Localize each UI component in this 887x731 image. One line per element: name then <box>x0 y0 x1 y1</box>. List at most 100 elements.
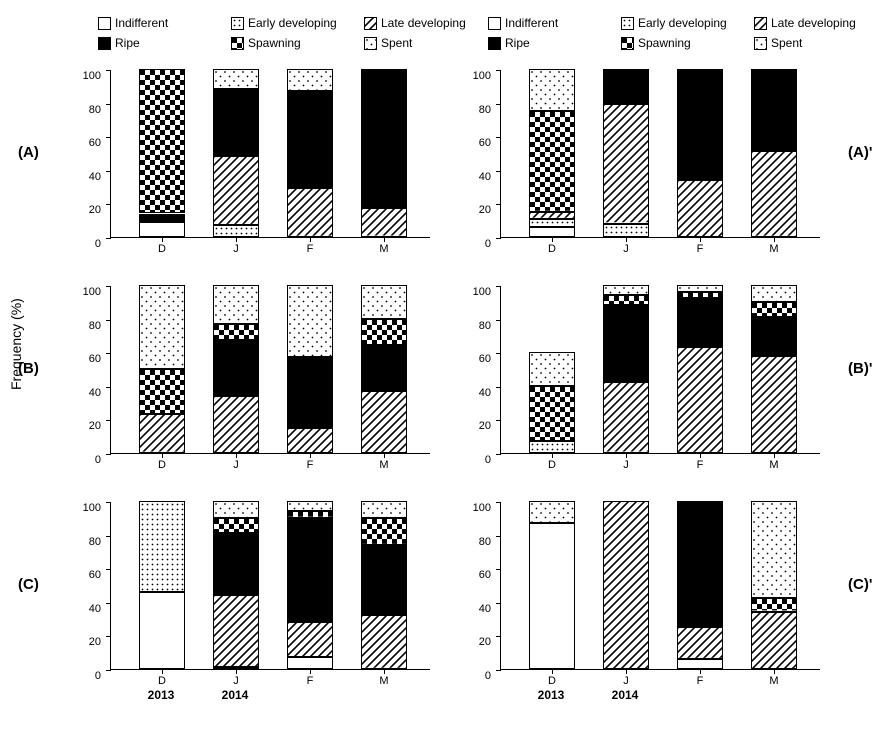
legend-item: Spawning <box>621 36 736 50</box>
bar <box>287 286 333 453</box>
segment-spent <box>529 501 575 523</box>
x-tick-label: M <box>361 459 407 471</box>
bar <box>213 70 259 237</box>
segment-late_dev <box>213 595 259 667</box>
y-tick-label: 40 <box>461 171 491 183</box>
y-tick-label: 60 <box>461 137 491 149</box>
bar <box>213 286 259 453</box>
segment-spawning <box>751 302 797 317</box>
y-tick-label: 80 <box>461 536 491 548</box>
bar <box>751 286 797 453</box>
segment-late_dev <box>139 414 185 453</box>
y-tick-mark <box>106 137 111 138</box>
segment-late_dev <box>677 627 723 659</box>
segment-spawning <box>287 511 333 518</box>
x-tick-mark <box>236 237 237 242</box>
segment-ripe <box>677 501 723 627</box>
y-tick-mark <box>496 137 501 138</box>
segment-spent <box>287 285 333 357</box>
segment-spent <box>287 501 333 511</box>
legend-swatch <box>364 17 377 30</box>
x-tick-label: F <box>677 459 723 471</box>
y-tick-label: 100 <box>71 70 101 82</box>
y-tick-mark <box>106 238 111 239</box>
x-tick-label: D <box>529 243 575 255</box>
x-tick-mark <box>310 669 311 674</box>
y-tick-label: 0 <box>71 238 101 250</box>
segment-indifferent <box>287 657 333 669</box>
bar <box>139 286 185 453</box>
legend-swatch <box>621 17 634 30</box>
x-tick-mark <box>552 669 553 674</box>
segment-ripe <box>213 340 259 395</box>
segment-spent <box>751 501 797 598</box>
legend-label: Ripe <box>115 36 140 50</box>
plot-area: 020406080100DJFM <box>110 286 430 454</box>
bar <box>139 502 185 669</box>
bar <box>139 70 185 237</box>
y-tick-label: 0 <box>461 670 491 682</box>
y-tick-label: 100 <box>461 286 491 298</box>
y-tick-label: 60 <box>71 569 101 581</box>
segment-late_dev <box>603 382 649 453</box>
segment-late_dev <box>677 180 723 237</box>
x-tick-mark <box>236 453 237 458</box>
segment-late_dev <box>287 188 333 237</box>
y-tick-label: 40 <box>71 171 101 183</box>
segment-ripe <box>751 317 797 356</box>
segment-spent <box>751 285 797 302</box>
x-tick-label: J <box>603 459 649 471</box>
legend-right-row2: RipeSpawningSpent <box>488 36 887 50</box>
row-label: (C) <box>18 576 39 593</box>
segment-early_dev <box>529 219 575 227</box>
legend-item: Indifferent <box>488 16 603 30</box>
segment-spent <box>213 501 259 518</box>
panel-C_left: (C)020406080100DJFM20132014 <box>70 502 450 700</box>
x-tick-mark <box>626 237 627 242</box>
x-tick-label: J <box>213 459 259 471</box>
x-tick-mark <box>310 237 311 242</box>
segment-late_dev <box>287 622 333 657</box>
x-tick-label: M <box>751 675 797 687</box>
y-tick-mark <box>496 670 501 671</box>
x-tick-label: J <box>603 243 649 255</box>
y-tick-label: 20 <box>461 636 491 648</box>
y-tick-label: 80 <box>71 104 101 116</box>
y-tick-label: 40 <box>461 387 491 399</box>
y-tick-label: 20 <box>461 204 491 216</box>
y-tick-mark <box>496 569 501 570</box>
y-tick-mark <box>496 353 501 354</box>
x-tick-mark <box>700 669 701 674</box>
panel-A_left: (A)020406080100DJFM <box>70 70 450 268</box>
y-tick-mark <box>496 320 501 321</box>
y-tick-label: 80 <box>461 320 491 332</box>
segment-ripe <box>677 69 723 180</box>
segment-spent <box>677 285 723 292</box>
segment-ripe <box>751 69 797 151</box>
bar <box>287 70 333 237</box>
y-tick-label: 0 <box>71 670 101 682</box>
segment-late_dev <box>361 391 407 453</box>
y-tick-label: 20 <box>71 204 101 216</box>
panel-B_left: (B)020406080100DJFM <box>70 286 450 484</box>
segment-late_dev <box>361 615 407 669</box>
legend-label: Indifferent <box>505 16 558 30</box>
segment-ripe <box>287 357 333 428</box>
y-tick-mark <box>106 353 111 354</box>
bar <box>361 502 407 669</box>
legend-item: Spawning <box>231 36 346 50</box>
segment-ripe <box>603 69 649 104</box>
legend-swatch <box>488 37 501 50</box>
legend-left-row1: IndifferentEarly developingLate developi… <box>98 16 497 30</box>
y-tick-label: 40 <box>71 603 101 615</box>
segment-late_dev <box>213 156 259 225</box>
y-tick-mark <box>106 70 111 71</box>
x-tick-mark <box>384 453 385 458</box>
panel-B_right: (B)'020406080100DJFM <box>460 286 840 484</box>
y-tick-mark <box>496 603 501 604</box>
row-label: (A) <box>18 144 39 161</box>
y-tick-label: 60 <box>461 353 491 365</box>
segment-ripe <box>287 91 333 188</box>
x-tick-label: M <box>361 243 407 255</box>
segment-spent <box>213 285 259 324</box>
